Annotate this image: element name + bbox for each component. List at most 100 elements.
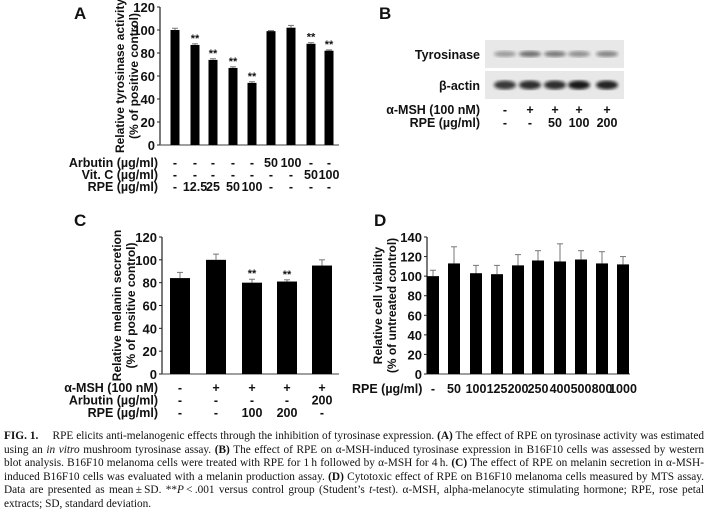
condition-value: 100 (242, 180, 263, 194)
bar (470, 273, 482, 374)
caption-segment: The effect of RPE on melanin secretion i… (4, 457, 704, 483)
y-axis-title: (% of positive control) (124, 242, 138, 368)
condition-value: 100 (242, 406, 263, 420)
blot-band (544, 51, 566, 57)
condition-value: + (526, 103, 533, 117)
significance-marker: ** (307, 32, 316, 44)
condition-label: RPE (µg/ml) (88, 406, 158, 420)
y-tick-label: 60 (143, 299, 157, 314)
condition-value: - (250, 156, 254, 170)
panel-label: A (74, 4, 86, 23)
bar (596, 263, 608, 374)
y-tick-label: 80 (141, 46, 155, 61)
figure-panels: A Relative tyrosinase activity (% of posit… (64, 0, 637, 420)
caption-segment: The effect of RPE on α-MSH-induced tyros… (4, 443, 704, 470)
condition-value: + (212, 381, 219, 395)
condition-value: - (178, 394, 182, 408)
blot-band (596, 80, 618, 90)
condition-label: Arbutin (µg/ml) (69, 394, 158, 408)
panel-label: D (374, 211, 386, 230)
condition-value: + (248, 381, 255, 395)
condition-value: 50 (548, 116, 562, 130)
y-tick-label: 60 (141, 69, 155, 84)
significance-marker: ** (191, 33, 200, 45)
bar (190, 44, 200, 146)
condition-value: - (320, 406, 324, 420)
condition-value: - (289, 168, 293, 182)
y-tick-label: 40 (143, 321, 157, 336)
condition-value: - (231, 156, 235, 170)
panel-label: B (379, 4, 391, 23)
y-tick-label: 120 (400, 250, 422, 265)
caption-segment: -test). α-MSH, alpha-melanocyte stimulat… (4, 484, 705, 510)
condition-value: 100 (466, 382, 487, 396)
blot-band (568, 51, 590, 57)
bar (208, 59, 218, 145)
blot-row-label: Tyrosinase (415, 48, 480, 62)
bar (617, 264, 629, 374)
condition-value: + (551, 103, 558, 117)
y-tick-label: 80 (143, 276, 157, 291)
y-tick-label: 100 (400, 269, 422, 284)
caption-segment: P (177, 484, 184, 497)
condition-value: - (231, 168, 235, 182)
bar (306, 43, 316, 145)
condition-value: - (289, 180, 293, 194)
condition-label: RPE (µg/ml) (88, 180, 158, 194)
significance-marker: ** (248, 71, 257, 83)
blot-band (596, 51, 618, 57)
blot-band (519, 80, 541, 90)
condition-value: 50 (447, 382, 461, 396)
condition-value: - (269, 168, 273, 182)
condition-label: Arbutin (µg/ml) (69, 156, 158, 170)
significance-marker: ** (248, 268, 257, 280)
condition-value: - (528, 116, 532, 130)
condition-value: - (431, 382, 435, 396)
condition-value: - (193, 156, 197, 170)
condition-label: Vit. C (µg/ml) (82, 168, 158, 182)
caption-segment: in vitro (46, 443, 80, 456)
condition-value: - (211, 156, 215, 170)
condition-value: - (503, 103, 507, 117)
condition-value: - (250, 168, 254, 182)
condition-value: - (214, 394, 218, 408)
condition-value: 100 (319, 168, 340, 182)
caption-segment: (B) (214, 443, 230, 456)
blot-band (494, 51, 516, 57)
y-tick-label: 120 (135, 230, 157, 245)
y-axis-title: Relative tyrosinase activity (113, 0, 127, 153)
bar (312, 265, 332, 374)
condition-value: - (178, 406, 182, 420)
condition-value: - (173, 180, 177, 194)
y-tick-label: 100 (135, 253, 157, 268)
blot-band (494, 80, 516, 90)
condition-value: 400 (550, 382, 571, 396)
condition-value: - (503, 116, 507, 130)
bar (170, 30, 180, 145)
condition-value: + (318, 381, 325, 395)
condition-value: - (327, 180, 331, 194)
blot-band (568, 80, 590, 90)
y-axis-title: (% of positive control) (127, 13, 141, 139)
condition-value: 50 (304, 168, 318, 182)
condition-value: 500 (571, 382, 592, 396)
caption-segment: The effect of RPE on tyrosinase activity… (4, 430, 704, 456)
condition-value: - (211, 168, 215, 182)
significance-marker: ** (229, 56, 238, 68)
y-tick-label: 0 (150, 367, 157, 382)
bar (170, 278, 190, 374)
condition-value: 250 (528, 382, 549, 396)
caption-segment: RPE elicits anti-melanogenic effects thr… (38, 430, 438, 442)
condition-value: - (309, 180, 313, 194)
bar (324, 50, 334, 146)
y-axis-title: Relative melanin secretion (110, 230, 124, 381)
blot-band (519, 51, 541, 57)
panel-d: D Relative cell viability (% of untreated … (352, 211, 637, 396)
condition-value: 200 (312, 394, 333, 408)
bar (228, 67, 238, 145)
condition-value: 50 (226, 180, 240, 194)
bar (427, 276, 439, 374)
y-axis-title: (% of untreated control) (385, 238, 399, 373)
bar (448, 263, 460, 374)
y-axis-title: Relative cell viability (371, 246, 385, 364)
